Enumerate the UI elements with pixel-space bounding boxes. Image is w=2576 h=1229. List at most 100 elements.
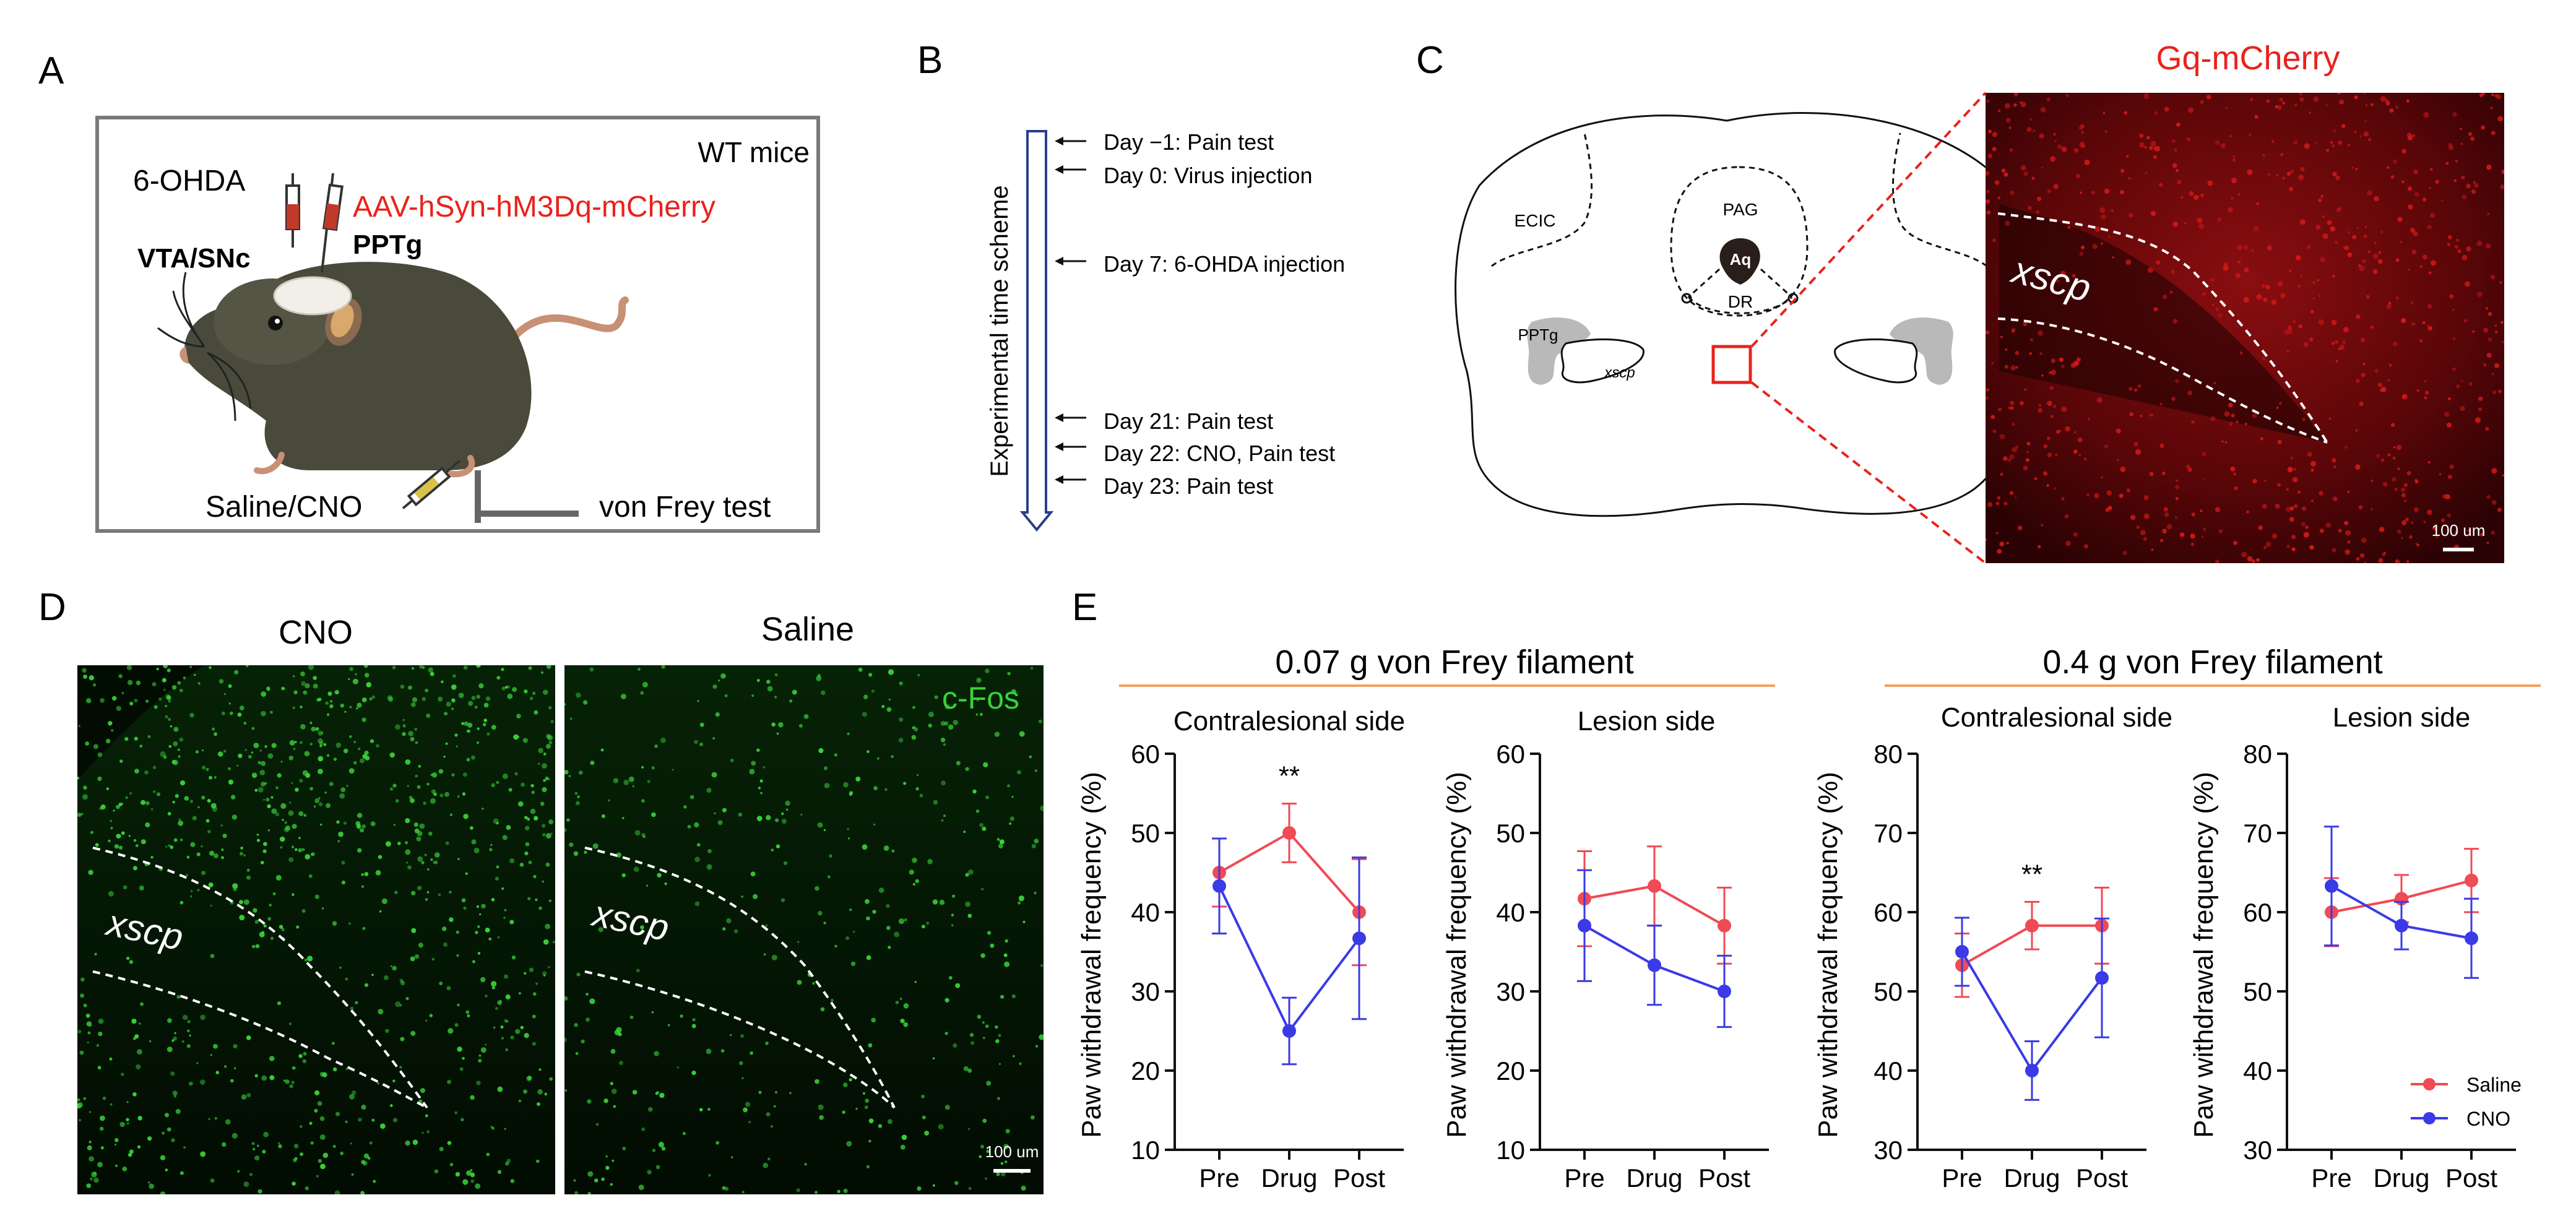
cell-dot — [2322, 215, 2325, 218]
cell-dot — [421, 1131, 424, 1134]
cell-dot — [255, 944, 260, 949]
cell-dot — [2401, 487, 2405, 492]
cell-dot — [1991, 362, 1994, 364]
cell-dot — [470, 1169, 473, 1171]
cell-dot — [2397, 467, 2400, 470]
cell-dot — [969, 1033, 974, 1037]
cell-dot — [2237, 193, 2241, 196]
cell-dot — [105, 738, 111, 744]
cell-dot — [542, 824, 546, 828]
cell-dot — [2056, 429, 2060, 434]
cell-dot — [915, 787, 919, 791]
cell-dot — [2161, 472, 2166, 475]
cell-dot — [343, 821, 347, 825]
cell-dot — [823, 921, 826, 925]
cell-dot — [2395, 258, 2400, 262]
cell-dot — [411, 890, 416, 896]
cell-dot — [529, 967, 534, 972]
cell-dot — [2237, 244, 2242, 251]
cell-dot — [165, 705, 168, 707]
ecic-label: ECIC — [1515, 211, 1556, 230]
cell-dot — [470, 1095, 475, 1100]
cell-dot — [2010, 365, 2016, 371]
cell-dot — [165, 845, 168, 848]
cell-dot — [2286, 350, 2289, 353]
cell-dot — [313, 683, 318, 689]
cell-dot — [228, 779, 234, 785]
cell-dot — [305, 854, 311, 860]
cell-dot — [2457, 249, 2461, 254]
cell-dot — [2197, 217, 2203, 223]
cell-dot — [2411, 322, 2414, 326]
cell-dot — [2210, 416, 2216, 421]
cell-dot — [228, 702, 231, 705]
cell-dot — [1035, 1045, 1039, 1048]
cell-dot — [2364, 120, 2367, 123]
cell-dot — [2424, 380, 2427, 382]
cell-dot — [292, 1181, 296, 1186]
cell-dot — [491, 981, 497, 987]
cell-dot — [2150, 413, 2154, 417]
cell-dot — [451, 684, 457, 690]
cell-dot — [2286, 171, 2291, 176]
cell-dot — [796, 1188, 800, 1192]
cell-dot — [2052, 405, 2056, 408]
cell-dot — [542, 763, 547, 769]
cell-dot — [106, 787, 110, 790]
cell-dot — [261, 691, 267, 697]
cell-dot — [2250, 98, 2254, 101]
cell-dot — [729, 1033, 732, 1037]
cell-dot — [2366, 295, 2370, 298]
cell-dot — [642, 681, 648, 688]
cell-dot — [208, 1118, 210, 1121]
cell-dot — [2023, 171, 2028, 176]
cell-dot — [178, 748, 180, 751]
cell-dot — [2124, 111, 2128, 115]
cell-dot — [2320, 195, 2323, 198]
cell-dot — [504, 908, 507, 912]
cell-dot — [2364, 235, 2367, 238]
cell-dot — [184, 796, 189, 801]
cell-dot — [329, 782, 334, 787]
cell-dot — [126, 1101, 129, 1103]
cell-dot — [2266, 99, 2270, 103]
cell-dot — [2013, 103, 2017, 107]
cell-dot — [2224, 441, 2228, 444]
cell-dot — [318, 1158, 322, 1163]
cell-dot — [2218, 313, 2222, 318]
cell-dot — [803, 714, 809, 719]
cell-dot — [417, 856, 423, 862]
cell-dot — [145, 699, 149, 703]
cell-dot — [2174, 485, 2180, 489]
cell-dot — [977, 1014, 982, 1019]
cell-dot — [934, 695, 938, 699]
cell-dot — [2159, 538, 2164, 543]
cell-dot — [77, 1030, 82, 1033]
cell-dot — [473, 847, 480, 853]
cell-dot — [178, 820, 184, 826]
cell-dot — [2345, 549, 2351, 555]
cell-dot — [706, 864, 712, 870]
cell-dot — [531, 790, 535, 795]
cell-dot — [915, 879, 920, 884]
cell-dot — [2289, 269, 2292, 273]
cell-dot — [2065, 93, 2069, 98]
cell-dot — [218, 679, 224, 684]
cell-dot — [474, 705, 478, 709]
cell-dot — [292, 706, 295, 709]
cell-dot — [214, 1117, 217, 1120]
cell-dot — [301, 848, 305, 852]
cell-dot — [246, 875, 251, 880]
cell-dot — [865, 1098, 870, 1103]
cell-dot — [140, 839, 146, 845]
cell-dot — [430, 858, 433, 861]
cell-dot — [279, 925, 283, 929]
cell-dot — [2215, 559, 2219, 563]
cell-dot — [548, 706, 552, 710]
cell-dot — [552, 941, 555, 944]
cell-dot — [515, 1028, 521, 1034]
cell-dot — [2156, 260, 2161, 265]
cell-dot — [454, 1111, 458, 1115]
cell-dot — [419, 665, 423, 669]
